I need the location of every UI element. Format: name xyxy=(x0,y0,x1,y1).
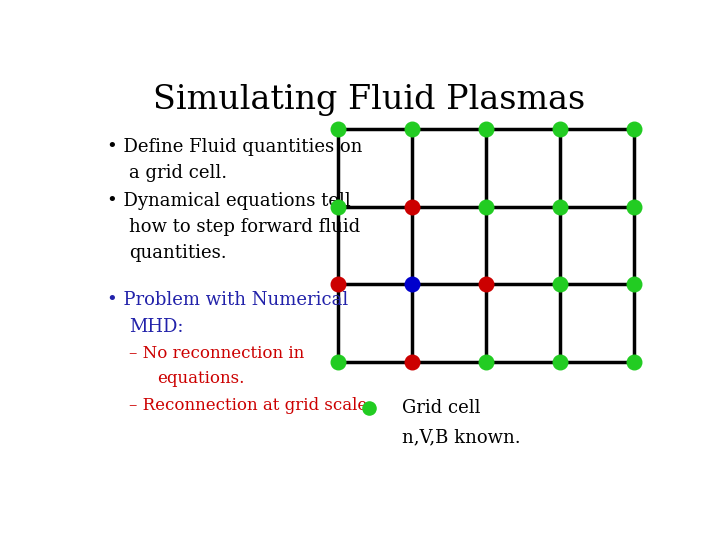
Text: – No reconnection in: – No reconnection in xyxy=(129,346,305,362)
Point xyxy=(333,202,344,211)
Point xyxy=(480,125,492,133)
Point xyxy=(554,202,566,211)
Text: • Define Fluid quantities on: • Define Fluid quantities on xyxy=(107,138,362,156)
Point xyxy=(333,125,344,133)
Point xyxy=(480,358,492,367)
Point xyxy=(554,125,566,133)
Text: MHD:: MHD: xyxy=(129,318,184,335)
Point xyxy=(333,280,344,289)
Point xyxy=(407,280,418,289)
Text: • Dynamical equations tell: • Dynamical equations tell xyxy=(107,192,351,210)
Point xyxy=(554,358,566,367)
Point xyxy=(407,358,418,367)
Point xyxy=(629,358,640,367)
Text: • Problem with Numerical: • Problem with Numerical xyxy=(107,292,348,309)
Text: n,V,B known.: n,V,B known. xyxy=(402,428,521,446)
Text: Grid cell: Grid cell xyxy=(402,399,481,417)
Text: equations.: equations. xyxy=(157,370,244,387)
Text: a grid cell.: a grid cell. xyxy=(129,164,228,182)
Point xyxy=(629,125,640,133)
Point xyxy=(554,280,566,289)
Point xyxy=(407,125,418,133)
Point xyxy=(364,403,375,412)
Point xyxy=(407,202,418,211)
Text: how to step forward fluid: how to step forward fluid xyxy=(129,218,360,236)
Point xyxy=(480,202,492,211)
Text: – Reconnection at grid scale.: – Reconnection at grid scale. xyxy=(129,397,372,414)
Point xyxy=(480,280,492,289)
Text: Simulating Fluid Plasmas: Simulating Fluid Plasmas xyxy=(153,84,585,116)
Text: quantities.: quantities. xyxy=(129,244,227,262)
Point xyxy=(629,202,640,211)
Point xyxy=(629,280,640,289)
Point xyxy=(333,358,344,367)
